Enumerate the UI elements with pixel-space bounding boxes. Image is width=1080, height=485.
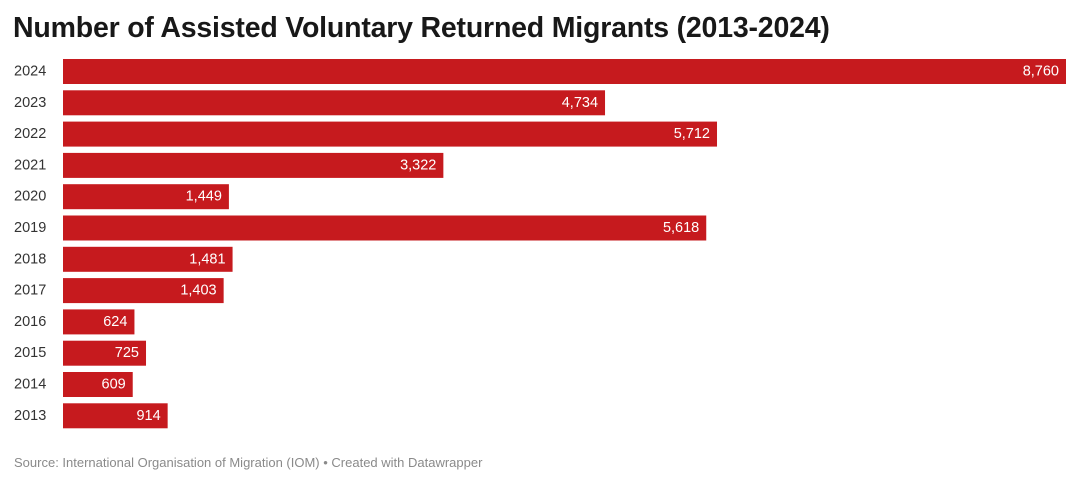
category-label-2020: 2020	[14, 189, 46, 205]
bar-2020	[63, 184, 229, 210]
category-label-2015: 2015	[14, 345, 46, 361]
value-label-2024: 8,760	[1023, 64, 1059, 80]
bar-row-2024: 2024 8,760	[14, 59, 1066, 84]
bar-2014	[63, 372, 133, 397]
bar-2022	[63, 121, 718, 147]
bar-2017	[63, 278, 224, 304]
category-label-2018: 2018	[14, 251, 46, 267]
bar-row-2013: 2013 914	[14, 403, 168, 429]
category-label-2023: 2023	[14, 95, 46, 111]
bar-2024	[63, 59, 1066, 84]
category-label-2022: 2022	[14, 126, 46, 142]
bar-row-2015: 2015 725	[14, 340, 147, 366]
bar-2021	[63, 152, 444, 178]
value-label-2023: 4,734	[562, 95, 598, 111]
bar-row-2020: 2020 1,449	[14, 184, 229, 210]
value-label-2022: 5,712	[674, 126, 710, 142]
chart-title: Number of Assisted Voluntary Returned Mi…	[13, 12, 830, 44]
bar-row-2019: 2019 5,618	[14, 215, 707, 241]
bar-2015	[63, 340, 147, 366]
bars-layer: 2024 8,760 2023 4,734 2022 5,712 2021 3,322 2020…	[14, 59, 1066, 429]
bar-row-2022: 2022 5,712	[14, 121, 718, 147]
bar-row-2023: 2023 4,734	[14, 90, 606, 116]
value-label-2017: 1,403	[180, 283, 216, 299]
bar-2016	[63, 309, 135, 335]
category-label-2014: 2014	[14, 377, 46, 393]
bar-row-2017: 2017 1,403	[14, 278, 224, 304]
bar-row-2021: 2021 3,322	[14, 152, 444, 178]
value-label-2021: 3,322	[400, 157, 436, 173]
value-label-2016: 624	[103, 314, 127, 330]
bar-2019	[63, 215, 707, 241]
category-label-2024: 2024	[14, 64, 46, 80]
category-label-2017: 2017	[14, 283, 46, 299]
value-label-2020: 1,449	[186, 189, 222, 205]
bar-2023	[63, 90, 606, 116]
bar-chart: 2024 8,760 2023 4,734 2022 5,712 2021 3,322 2020…	[14, 59, 1066, 429]
category-label-2016: 2016	[14, 314, 46, 330]
bar-2013	[63, 403, 168, 429]
bar-row-2018: 2018 1,481	[14, 246, 233, 272]
value-label-2014: 609	[102, 377, 126, 393]
value-label-2015: 725	[115, 345, 139, 361]
category-label-2019: 2019	[14, 220, 46, 236]
category-label-2013: 2013	[14, 408, 46, 424]
value-label-2019: 5,618	[663, 220, 699, 236]
category-label-2021: 2021	[14, 157, 46, 173]
bar-row-2016: 2016 624	[14, 309, 135, 335]
value-label-2013: 914	[136, 408, 160, 424]
value-label-2018: 1,481	[189, 251, 225, 267]
source-note: Source: International Organisation of Mi…	[14, 455, 483, 470]
bar-2018	[63, 246, 233, 272]
bar-row-2014: 2014 609	[14, 372, 133, 397]
